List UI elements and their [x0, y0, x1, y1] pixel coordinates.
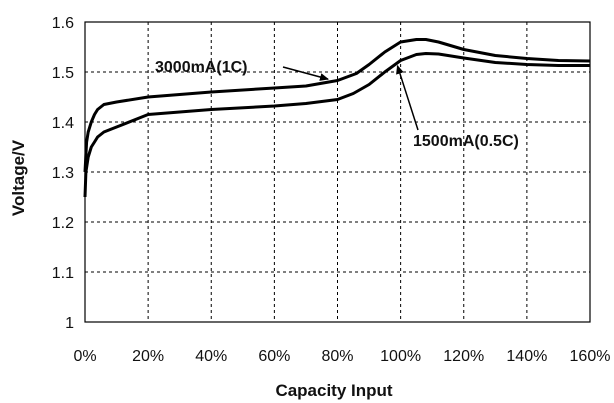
annotation-3000ma-label: 3000mA(1C) — [155, 59, 247, 76]
series-line-3000ma — [83, 38, 591, 173]
y-tick-label: 1.3 — [52, 165, 74, 182]
y-tick-label: 1.5 — [52, 65, 74, 82]
x-tick-labels: 0% 20% 40% 60% 80% 100% 120% 140% 160% — [73, 348, 610, 365]
annotation-1500ma-arrow — [396, 64, 419, 131]
y-tick-label: 1.1 — [52, 265, 74, 282]
x-tick-label: 0% — [73, 348, 96, 365]
x-axis-title: Capacity Input — [275, 381, 392, 400]
annotation-3000ma-arrow — [282, 66, 329, 81]
x-tick-label: 40% — [195, 348, 227, 365]
x-tick-label: 140% — [506, 348, 547, 365]
series-line-1500ma — [83, 52, 590, 198]
y-tick-label: 1.6 — [52, 15, 74, 32]
x-tick-label: 80% — [321, 348, 353, 365]
annotations: 3000mA(1C) 1500mA(0.5C) — [155, 59, 519, 150]
grid — [85, 22, 590, 322]
x-tick-label: 20% — [132, 348, 164, 365]
y-tick-label: 1.4 — [52, 115, 74, 132]
y-tick-label: 1.2 — [52, 215, 74, 232]
x-tick-label: 160% — [570, 348, 611, 365]
x-tick-label: 100% — [380, 348, 421, 365]
x-tick-label: 120% — [443, 348, 484, 365]
annotation-1500ma-label: 1500mA(0.5C) — [413, 133, 519, 150]
y-axis-title: Voltage/V — [9, 139, 28, 216]
y-tick-labels: 1 1.1 1.2 1.3 1.4 1.5 1.6 — [52, 15, 74, 332]
series-layer — [83, 38, 591, 198]
x-tick-label: 60% — [258, 348, 290, 365]
y-tick-label: 1 — [65, 315, 74, 332]
